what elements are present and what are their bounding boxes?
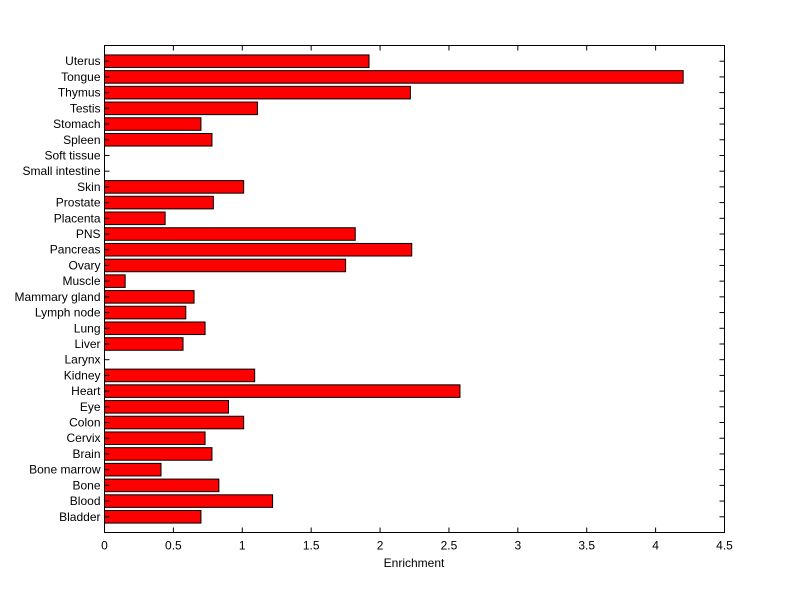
- x-tick-label: 4.5: [716, 539, 733, 553]
- bar: [104, 494, 274, 508]
- bar: [104, 70, 684, 84]
- y-tick-label: Pancreas: [50, 243, 101, 257]
- bar: [104, 117, 202, 131]
- bar: [104, 242, 413, 257]
- y-tick-label: Ovary: [68, 258, 100, 272]
- bar: [104, 400, 229, 414]
- bar: [104, 132, 213, 147]
- bar: [104, 290, 195, 304]
- bar: [104, 462, 162, 477]
- y-tick-label: Cervix: [66, 431, 100, 445]
- y-tick-label: Blood: [70, 494, 101, 508]
- x-tick-label: 2: [377, 539, 384, 553]
- y-tick-label: Bladder: [59, 510, 100, 524]
- y-tick-label: Liver: [74, 337, 100, 351]
- bar: [104, 478, 220, 493]
- bar: [104, 258, 347, 273]
- y-tick-label: Skin: [77, 180, 100, 194]
- y-tick-label: Tongue: [61, 70, 101, 84]
- y-tick-label: Stomach: [53, 117, 100, 131]
- bar: [104, 510, 202, 524]
- y-tick-label: Bone: [72, 478, 100, 492]
- y-tick-label: Testis: [70, 101, 101, 115]
- y-tick-label: Lymph node: [35, 306, 101, 320]
- y-tick-label: Uterus: [65, 54, 100, 68]
- y-tick-label: Bone marrow: [29, 463, 101, 477]
- x-tick-label: 4: [652, 539, 659, 553]
- y-tick-label: Soft tissue: [44, 148, 100, 162]
- y-tick-label: Small intestine: [22, 164, 100, 178]
- y-tick-label: Eye: [80, 400, 101, 414]
- x-tick-label: 2.5: [441, 539, 458, 553]
- y-tick-label: Placenta: [54, 211, 101, 225]
- bar: [104, 321, 206, 336]
- bar: [104, 195, 214, 210]
- plot-frame: [104, 45, 725, 533]
- bar: [104, 431, 206, 446]
- y-tick-label: Thymus: [58, 86, 101, 100]
- x-tick-label: 0: [101, 539, 108, 553]
- bar: [104, 85, 411, 100]
- y-tick-label: Colon: [69, 416, 100, 430]
- x-tick-label: 3: [514, 539, 521, 553]
- y-tick-label: Larynx: [64, 353, 100, 367]
- bar: [104, 415, 245, 430]
- bar: [104, 384, 461, 398]
- y-tick-label: Kidney: [64, 368, 101, 382]
- x-tick-label: 3.5: [578, 539, 595, 553]
- y-tick-label: Brain: [72, 447, 100, 461]
- x-tick-label: 1: [239, 539, 246, 553]
- bar: [104, 227, 356, 241]
- bar: [104, 305, 187, 320]
- x-axis-label: Enrichment: [384, 556, 445, 570]
- y-tick-label: Prostate: [56, 196, 101, 210]
- bar: [104, 54, 370, 68]
- bar: [104, 368, 256, 383]
- bar: [104, 180, 245, 194]
- y-tick-label: PNS: [76, 227, 101, 241]
- bar: [104, 337, 184, 351]
- bar: [104, 211, 166, 226]
- y-tick-label: Spleen: [63, 133, 100, 147]
- bar: [104, 101, 258, 116]
- x-tick-label: 1.5: [303, 539, 320, 553]
- y-tick-label: Lung: [74, 321, 101, 335]
- y-tick-label: Muscle: [62, 274, 100, 288]
- bar: [104, 447, 213, 461]
- x-tick-label: 0.5: [165, 539, 182, 553]
- y-tick-label: Heart: [71, 384, 101, 398]
- y-tick-label: Mammary gland: [14, 290, 100, 304]
